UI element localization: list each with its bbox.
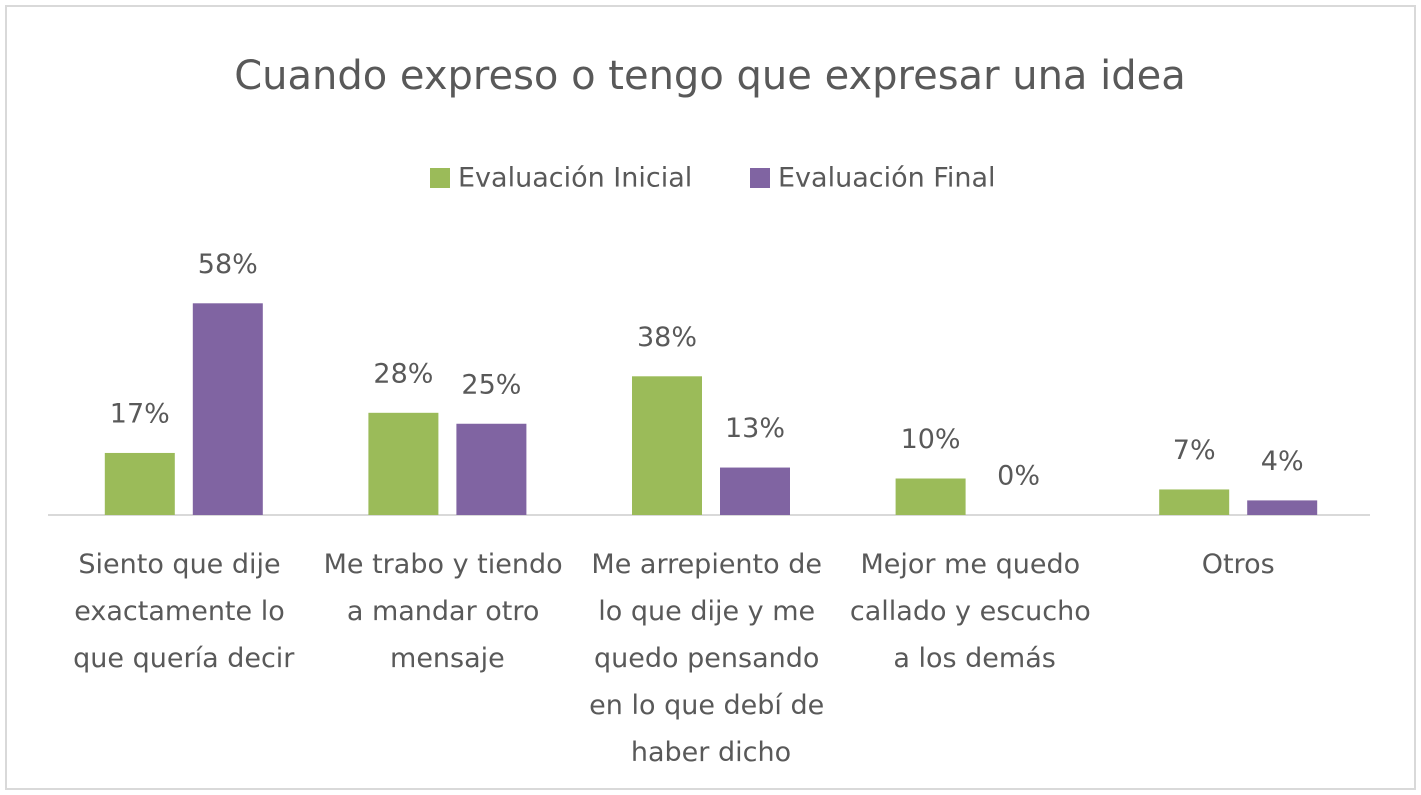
bar	[895, 478, 966, 515]
bar	[1247, 500, 1318, 515]
x-tick-label: Mejor me quedo callado y escucho a los d…	[850, 549, 1099, 674]
bar	[368, 412, 439, 515]
data-label: 0%	[997, 461, 1040, 492]
bar	[192, 303, 263, 515]
data-label: 7%	[1173, 435, 1216, 466]
legend-label: Evaluación Inicial	[458, 163, 692, 194]
bar	[1159, 489, 1230, 515]
bar	[456, 423, 527, 515]
data-label: 10%	[901, 424, 961, 455]
legend-swatch	[430, 168, 450, 188]
data-label: 25%	[461, 369, 521, 400]
data-label: 17%	[110, 398, 170, 429]
x-tick-label: Siento que dije exactamente lo que querí…	[73, 549, 295, 674]
x-tick-label: Me trabo y tiendo a mandar otro mensaje	[324, 549, 572, 674]
bar	[632, 376, 702, 515]
bar	[104, 452, 175, 515]
data-label: 13%	[725, 413, 785, 444]
legend-swatch	[750, 168, 770, 188]
data-label: 58%	[198, 249, 258, 280]
data-label: 4%	[1261, 446, 1304, 477]
data-label: 38%	[637, 322, 697, 353]
chart-title: Cuando expreso o tengo que expresar una …	[234, 53, 1186, 99]
bar	[720, 467, 790, 515]
x-tick-label: Otros	[1202, 549, 1275, 580]
legend-label: Evaluación Final	[778, 163, 996, 194]
x-tick-label: Me arrepiento de lo que dije y me quedo …	[589, 549, 833, 768]
data-label: 28%	[373, 358, 433, 389]
